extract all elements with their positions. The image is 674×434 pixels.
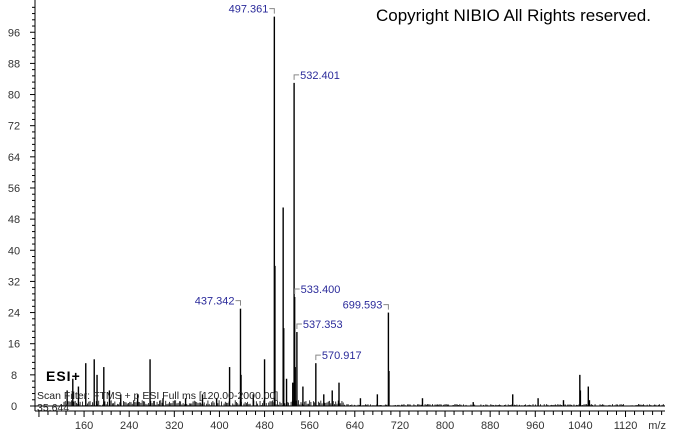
x-tick-label: 880 <box>481 420 499 432</box>
y-tick-label: 56 <box>8 183 20 195</box>
retention-time: 35.644 <box>37 402 70 414</box>
y-tick-label: 0 <box>11 401 17 413</box>
x-tick-label: 240 <box>120 420 138 432</box>
peak-label: 532.401 <box>300 70 340 82</box>
y-tick-label: 40 <box>8 245 20 257</box>
x-tick-label: 800 <box>436 420 454 432</box>
peak-label-bracket <box>294 288 300 294</box>
peak-label: 437.342 <box>195 296 235 308</box>
y-tick-label: 24 <box>8 308 20 320</box>
copyright-notice: Copyright NIBIO All Rights reserved. <box>376 6 651 25</box>
x-tick-label: 1040 <box>568 420 592 432</box>
scan-filter: Scan Filter: FTMS + p ESI Full ms [120.0… <box>37 390 279 402</box>
x-tick-label: 320 <box>165 420 183 432</box>
y-tick-label: 72 <box>8 121 20 133</box>
peak-label: 497.361 <box>229 4 269 16</box>
x-tick-label: 720 <box>391 420 409 432</box>
y-tick-label: 80 <box>8 90 20 102</box>
peak-label: 533.400 <box>301 284 341 296</box>
x-tick-label: 400 <box>210 420 228 432</box>
peak-label-bracket <box>383 304 389 310</box>
peak-label-bracket <box>269 8 275 14</box>
x-tick-label: 160 <box>75 420 93 432</box>
peak-label-bracket <box>296 323 302 330</box>
peak-label: 537.353 <box>303 319 343 331</box>
peak-label-bracket <box>293 74 300 80</box>
x-tick-label: 480 <box>255 420 273 432</box>
y-tick-label: 16 <box>8 339 20 351</box>
y-tick-label: 32 <box>8 276 20 288</box>
x-tick-label: 1120 <box>614 420 638 432</box>
x-tick-label: 960 <box>526 420 544 432</box>
ionization-mode: ESI+ <box>46 368 81 384</box>
y-tick-label: 88 <box>8 58 20 70</box>
x-tick-label: 640 <box>346 420 364 432</box>
peak-label: 699.593 <box>343 300 383 312</box>
peak-label-bracket <box>315 354 321 361</box>
x-tick-label: 560 <box>300 420 318 432</box>
y-tick-label: 96 <box>8 27 20 39</box>
peak-label-bracket <box>235 300 241 306</box>
x-axis-label: m/z <box>648 420 666 432</box>
y-tick-label: 48 <box>8 214 20 226</box>
y-tick-label: 64 <box>8 152 20 164</box>
peak-label: 570.917 <box>322 350 362 362</box>
y-tick-label: 8 <box>11 370 17 382</box>
